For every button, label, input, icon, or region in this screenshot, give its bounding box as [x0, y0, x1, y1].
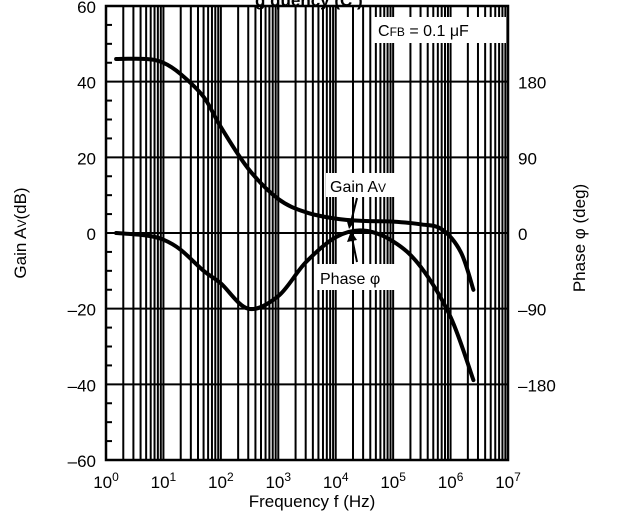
x-tick-base: 10 — [93, 473, 112, 492]
annotation-box — [372, 17, 506, 43]
y-axis-label-left-sub: V — [15, 220, 29, 228]
annotation-c: C — [378, 23, 390, 40]
y-axis-label-right: Phase φ (deg) — [570, 184, 589, 292]
x-tick-exponent: 3 — [284, 470, 291, 484]
gain-callout-sub: V — [378, 181, 386, 195]
phase-callout-arrowhead — [347, 231, 357, 242]
left-tick-label: 40 — [77, 74, 96, 93]
annotation-value: = 0.1 μF — [405, 23, 469, 40]
x-tick-exponent: 0 — [112, 470, 119, 484]
x-tick-label: 107 — [495, 470, 521, 492]
x-tick-base: 10 — [265, 473, 284, 492]
plot-frame — [104, 4, 510, 462]
annotation-cfb: CFB = 0.1 μF — [378, 23, 469, 40]
left-tick-label: 60 — [77, 0, 96, 17]
left-tick-label: 0 — [87, 225, 96, 244]
x-tick-exponent: 6 — [457, 470, 464, 484]
right-tick-label: 0 — [518, 225, 527, 244]
x-tick-base: 10 — [438, 473, 457, 492]
x-tick-exponent: 5 — [399, 470, 406, 484]
x-tick-label: 103 — [265, 470, 291, 492]
gain-callout-arrow — [350, 197, 358, 223]
x-tick-label: 106 — [438, 470, 464, 492]
x-axis-label: Frequency f (Hz) — [249, 492, 376, 511]
gain-callout-arrowhead — [346, 218, 356, 229]
annotation-fb: FB — [390, 25, 405, 39]
gain-curve — [114, 56, 476, 292]
right-tick-label: –180 — [518, 376, 556, 395]
x-tick-base: 10 — [380, 473, 399, 492]
x-tick-label: 100 — [93, 470, 119, 492]
x-tick-base: 10 — [495, 473, 514, 492]
y-axis-label-left-unit: (dB) — [11, 187, 30, 219]
x-tick-exponent: 4 — [342, 470, 349, 484]
x-tick-label: 104 — [323, 470, 349, 492]
x-tick-label: 101 — [151, 470, 177, 492]
x-tick-exponent: 1 — [170, 470, 177, 484]
right-tick-label: 180 — [518, 74, 546, 93]
y-axis-label-left-text: Gain A — [11, 227, 30, 279]
gain-callout-text: Gain A — [330, 179, 378, 196]
x-tick-exponent: 2 — [227, 470, 234, 484]
x-axis-ticks: 100 101 102 103 104 105 106 107 — [93, 470, 521, 492]
left-axis-ticks: 60 40 20 0 –20 –40 –60 — [68, 0, 96, 471]
y-axis-label-left: Gain AV(dB) — [11, 187, 30, 278]
x-tick-label: 102 — [208, 470, 234, 492]
gain-callout-label: Gain AV — [330, 179, 386, 196]
phase-curve — [114, 228, 476, 383]
x-tick-base: 10 — [151, 473, 170, 492]
x-tick-base: 10 — [323, 473, 342, 492]
series-curves — [114, 56, 476, 383]
phase-callout-arrow — [351, 237, 358, 263]
right-tick-label: 90 — [518, 149, 537, 168]
x-tick-label: 105 — [380, 470, 406, 492]
phase-callout-box — [316, 264, 402, 290]
left-tick-label: –20 — [68, 301, 96, 320]
left-tick-label: –40 — [68, 376, 96, 395]
right-axis-ticks: 180 90 0 –90 –180 — [518, 74, 556, 396]
gain-callout-box — [326, 173, 406, 197]
left-tick-label: –60 — [68, 452, 96, 471]
phase-callout-label: Phase φ — [320, 271, 380, 288]
x-tick-exponent: 7 — [514, 470, 521, 484]
right-tick-label: –90 — [518, 301, 546, 320]
left-tick-label: 20 — [77, 149, 96, 168]
x-tick-base: 10 — [208, 473, 227, 492]
